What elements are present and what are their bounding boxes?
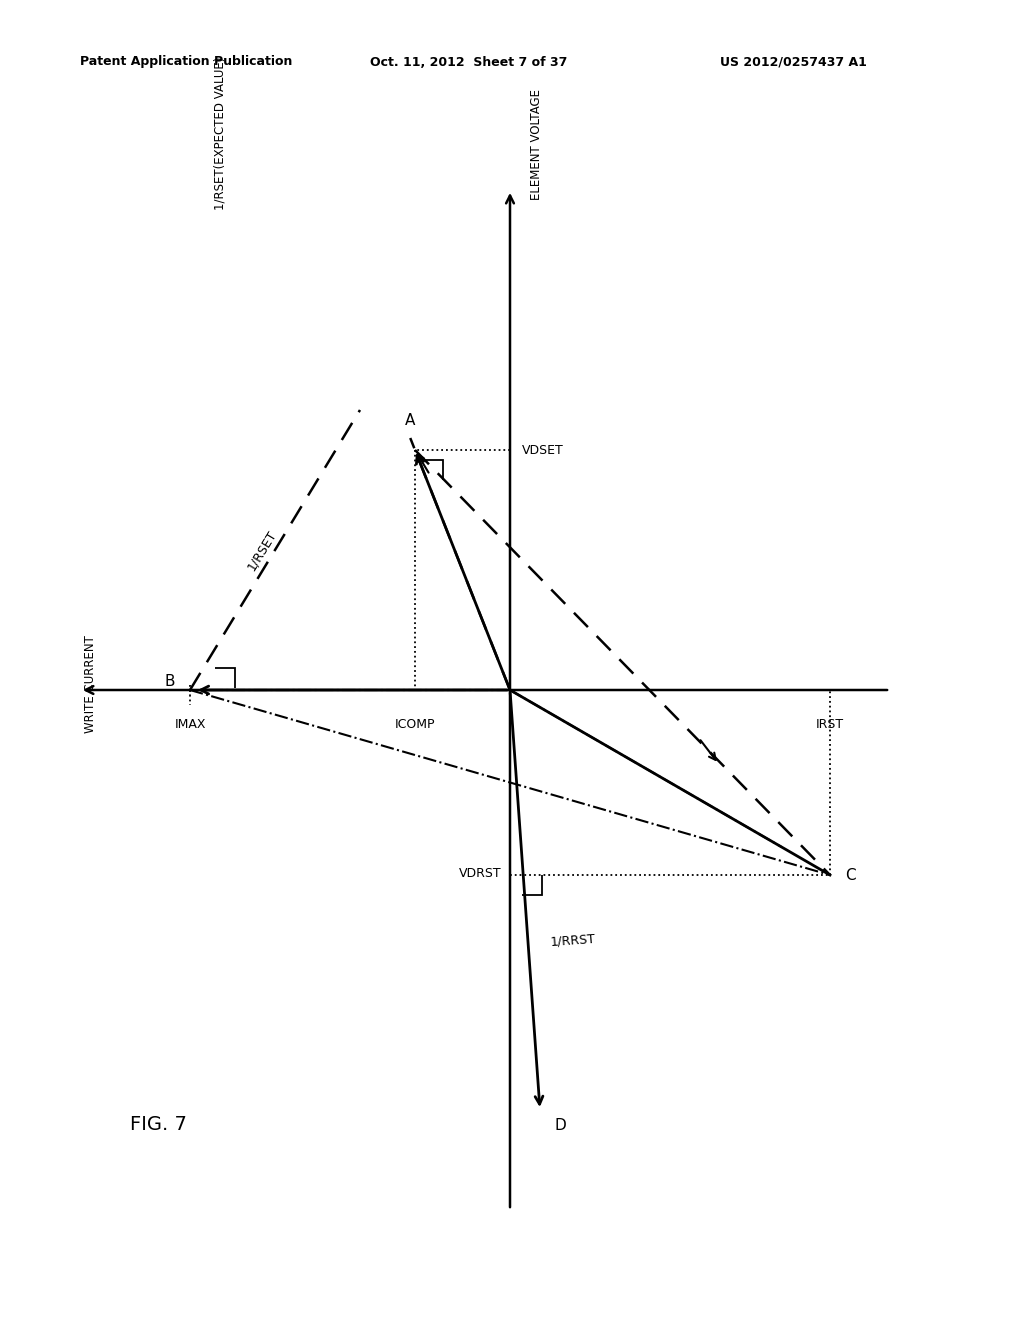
Text: C: C [845,867,856,883]
Text: IMAX: IMAX [174,718,206,731]
Text: ELEMENT VOLTAGE: ELEMENT VOLTAGE [530,88,543,201]
Text: A: A [404,413,415,428]
Text: 1/RSET(EXPECTED VALUE): 1/RSET(EXPECTED VALUE) [213,57,226,210]
Text: ICOMP: ICOMP [394,718,435,731]
Text: WRITE CURRENT: WRITE CURRENT [84,635,96,733]
Text: B: B [165,675,175,689]
Text: IRST: IRST [816,718,844,731]
Text: FIG. 7: FIG. 7 [130,1115,186,1134]
Text: 1/RSET: 1/RSET [245,528,280,573]
Text: US 2012/0257437 A1: US 2012/0257437 A1 [720,55,867,69]
Text: VDRST: VDRST [460,867,502,880]
Text: VDSET: VDSET [522,444,564,457]
Text: 1/RRST: 1/RRST [550,932,596,948]
Text: Patent Application Publication: Patent Application Publication [80,55,293,69]
Text: Oct. 11, 2012  Sheet 7 of 37: Oct. 11, 2012 Sheet 7 of 37 [370,55,567,69]
Text: D: D [555,1118,566,1133]
